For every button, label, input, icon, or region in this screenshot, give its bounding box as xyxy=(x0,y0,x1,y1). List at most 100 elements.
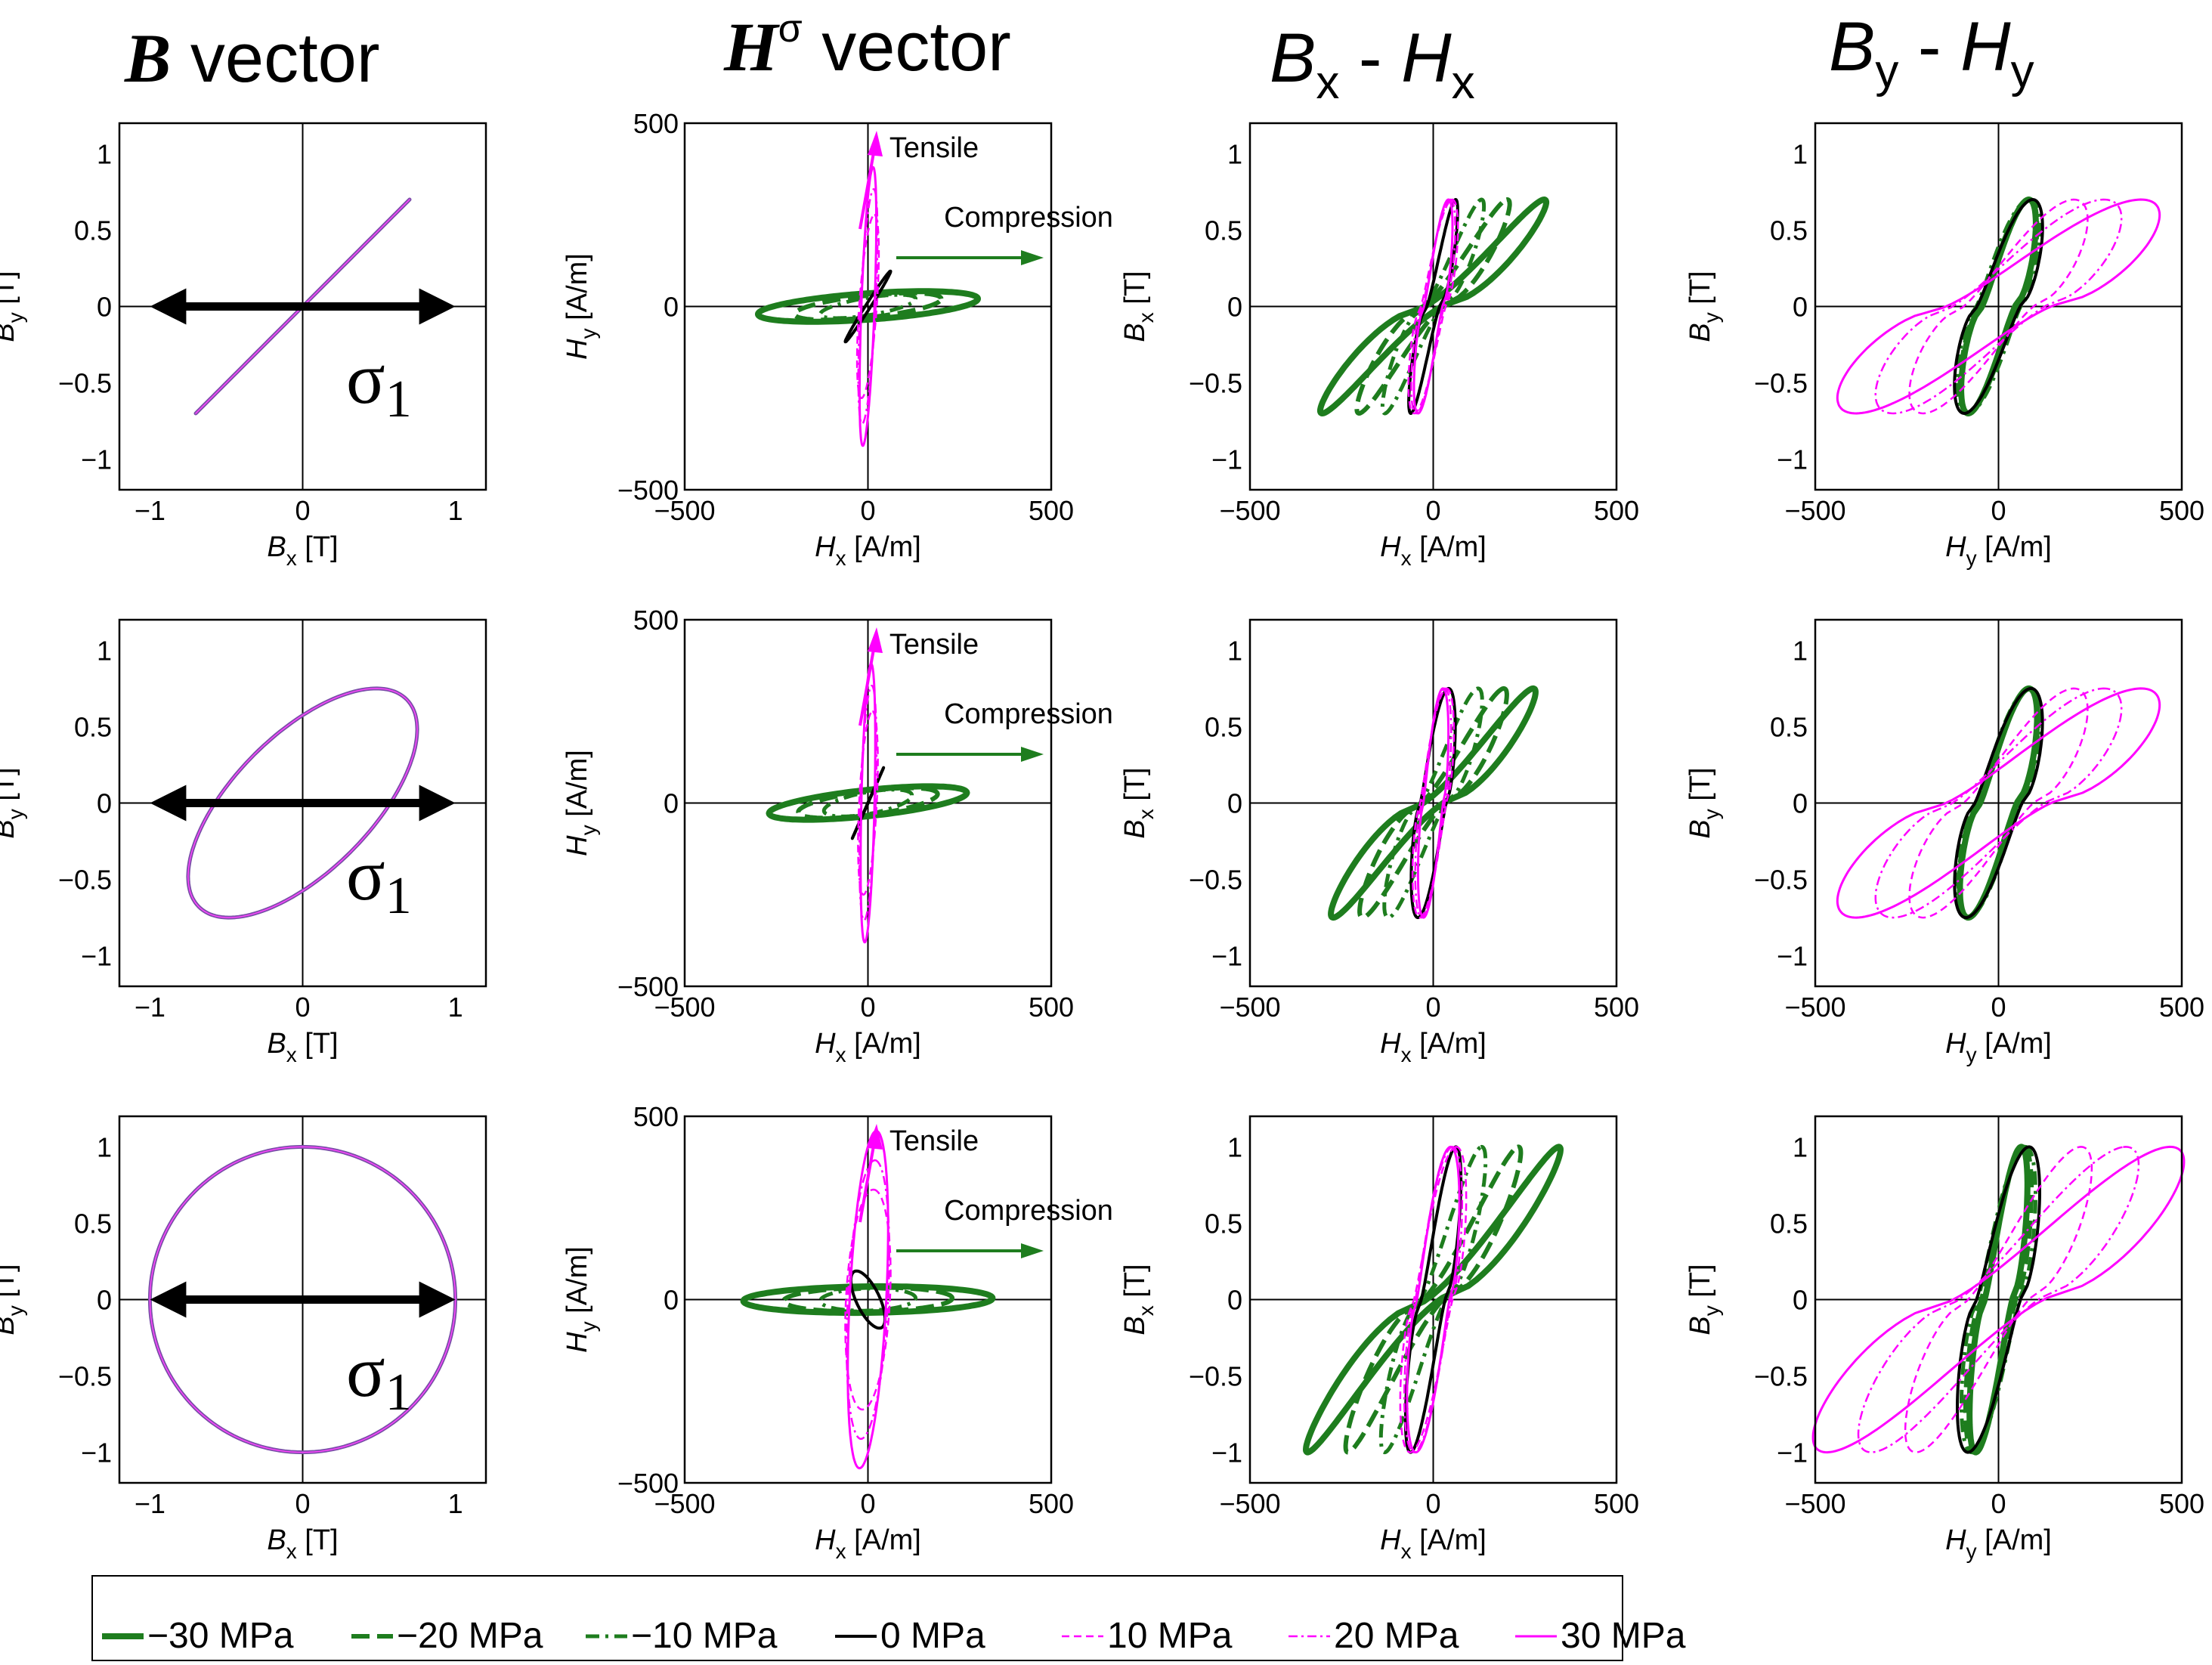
compression-label: Compression xyxy=(944,1195,1113,1227)
stress-arrowhead-left xyxy=(150,785,187,822)
y-tick-label: 1 xyxy=(97,138,112,169)
x-tick-label: −500 xyxy=(1784,992,1845,1023)
b-locus-highlight-row1 xyxy=(195,199,410,414)
panel-frame xyxy=(1248,1115,1618,1484)
compression-arrowhead xyxy=(1021,250,1044,265)
x-tick-label: 0 xyxy=(1425,495,1440,526)
y-tick-label: 0.5 xyxy=(1770,215,1808,246)
by-hy-plot-loop-0mpa xyxy=(1953,198,2044,415)
axis-label: Hx [A/m] xyxy=(1380,531,1487,570)
by-hy-plot-loop-30mpa xyxy=(1836,687,2161,919)
legend-label: −10 MPa xyxy=(631,1616,778,1656)
h-locus-30mpa xyxy=(859,662,877,944)
h-vector-plot-row3: Tensile Compression 500 0 −500−500 0 500 Hx [A/… xyxy=(562,1101,1113,1563)
x-tick-label: −1 xyxy=(135,992,166,1023)
h-locus-0mpa xyxy=(850,766,886,840)
axis-label: Hx [A/m] xyxy=(815,1524,921,1563)
y-tick-label: 0 xyxy=(1793,1285,1808,1316)
stress-arrowhead-left xyxy=(150,1281,187,1318)
h-locus-10mpa xyxy=(855,214,880,400)
y-tick-label: 1 xyxy=(1793,635,1808,666)
x-tick-label: −500 xyxy=(1784,495,1845,526)
panel-frame xyxy=(118,122,487,491)
x-tick-label: −500 xyxy=(1219,495,1280,526)
legend-label: 20 MPa xyxy=(1334,1616,1459,1656)
by-hy-plot-loop-10mpa xyxy=(1908,687,2089,919)
tensile-arrow xyxy=(859,640,877,726)
panel-frame xyxy=(118,618,487,988)
y-tick-label: 0.5 xyxy=(74,215,112,246)
stress-arrowhead-right xyxy=(419,1281,456,1318)
y-tick-label: 0 xyxy=(1227,1285,1242,1316)
h-locus--20mpa xyxy=(796,785,940,821)
compression-arrowhead xyxy=(1021,747,1044,762)
y-tick-label: −500 xyxy=(617,971,679,1002)
y-tick-label: 1 xyxy=(1227,138,1242,169)
x-tick-label: 500 xyxy=(1594,992,1639,1023)
y-tick-label: −1 xyxy=(1211,1438,1242,1468)
axis-label: Hy [A/m] xyxy=(562,253,600,360)
y-tick-label: −0.5 xyxy=(58,865,112,896)
panel-frame xyxy=(1248,122,1618,491)
legend-item: −20 MPa xyxy=(351,1616,543,1656)
by-hy-plot-loop-0mpa xyxy=(1953,686,2044,920)
x-tick-label: −500 xyxy=(654,992,715,1023)
y-tick-label: −0.5 xyxy=(1754,368,1808,399)
bx-hx-plot-loop-30mpa xyxy=(1406,1145,1461,1454)
y-tick-label: −1 xyxy=(81,941,112,972)
y-tick-label: 0 xyxy=(664,292,679,323)
y-tick-label: 0.5 xyxy=(1205,711,1242,742)
bx-hx-plot-loop--10mpa xyxy=(1378,1144,1488,1455)
h-locus--10mpa xyxy=(821,788,914,819)
axis-label: By [T] xyxy=(1685,271,1723,342)
x-tick-label: 500 xyxy=(1594,1488,1639,1519)
h-locus-30mpa xyxy=(858,166,878,447)
y-tick-label: −1 xyxy=(1777,444,1808,475)
bx-hx-plot-loop--10mpa xyxy=(1380,197,1487,416)
x-tick-label: −500 xyxy=(654,1488,715,1519)
x-tick-label: 1 xyxy=(448,495,463,526)
legend-item: 10 MPa xyxy=(1062,1616,1233,1656)
x-tick-label: 1 xyxy=(448,992,463,1023)
h-locus--10mpa xyxy=(818,292,917,320)
x-tick-label: −1 xyxy=(135,1488,166,1519)
axis-label: Hy [A/m] xyxy=(1945,531,2052,570)
axis-label: Hy [A/m] xyxy=(562,1246,600,1353)
bx-hx-plot-loop--10mpa xyxy=(1382,686,1484,920)
x-tick-label: 1 xyxy=(448,1488,463,1519)
bx-hx-plot-loop-30mpa xyxy=(1416,687,1450,919)
b-vector-plot-row1: σ1 1 0.5 0 −0.5 −1 −1 0 1 Bx [T] By [T] xyxy=(0,122,487,570)
x-tick-label: 0 xyxy=(1425,1488,1440,1519)
legend-item: 0 MPa xyxy=(835,1616,985,1656)
x-tick-label: 0 xyxy=(295,992,310,1023)
header-h-vector: Hσ vector xyxy=(723,7,1011,85)
y-tick-label: −0.5 xyxy=(1189,865,1242,896)
y-tick-label: −1 xyxy=(1777,941,1808,972)
h-vector-plot-row1: Tensile Compression 500 0 −500−500 0 500 Hx [A/… xyxy=(562,108,1113,570)
bx-hx-plot-row1: 1 0.5 0 −0.5 −1 −500 0 500 Hx [A/m] Bx [T] xyxy=(1119,122,1639,570)
panel-frame xyxy=(1814,618,2183,988)
b-locus-highlight-row3 xyxy=(149,1146,456,1453)
b-vector-plot-row2: σ1 1 0.5 0 −0.5 −1 −1 0 1 Bx [T] By [T] xyxy=(0,618,487,1066)
legend: −30 MPa −20 MPa −10 MPa 0 MPa 10 MPa 20 MPa 30… xyxy=(91,1575,1686,1661)
compression-arrowhead xyxy=(1021,1243,1044,1258)
panel-frame xyxy=(1814,1115,2183,1484)
h-locus--30mpa xyxy=(740,1283,996,1317)
stress-arrowhead-left xyxy=(150,288,187,325)
tensile-arrow xyxy=(859,144,877,230)
y-tick-label: −500 xyxy=(617,475,679,506)
sigma-label: σ1 xyxy=(346,338,412,429)
bx-hx-plot-row3: 1 0.5 0 −0.5 −1 −500 0 500 Hx [A/m] Bx [T] xyxy=(1119,1115,1639,1563)
h-locus-10mpa xyxy=(857,710,879,896)
y-tick-label: 0 xyxy=(664,1285,679,1316)
y-tick-label: 0.5 xyxy=(74,711,112,742)
x-tick-label: 500 xyxy=(2159,992,2204,1023)
tensile-arrowhead xyxy=(868,627,883,653)
legend-label: 10 MPa xyxy=(1107,1616,1233,1656)
y-tick-label: −1 xyxy=(81,1438,112,1468)
panel-frame xyxy=(683,1115,1053,1484)
by-hy-plot-row1: 1 0.5 0 −0.5 −1 −500 0 500 Hy [A/m] By [T] xyxy=(1685,122,2204,570)
axis-label: Hy [A/m] xyxy=(1945,1028,2052,1066)
panel-frame xyxy=(1248,618,1618,988)
h-locus-20mpa xyxy=(857,188,879,425)
